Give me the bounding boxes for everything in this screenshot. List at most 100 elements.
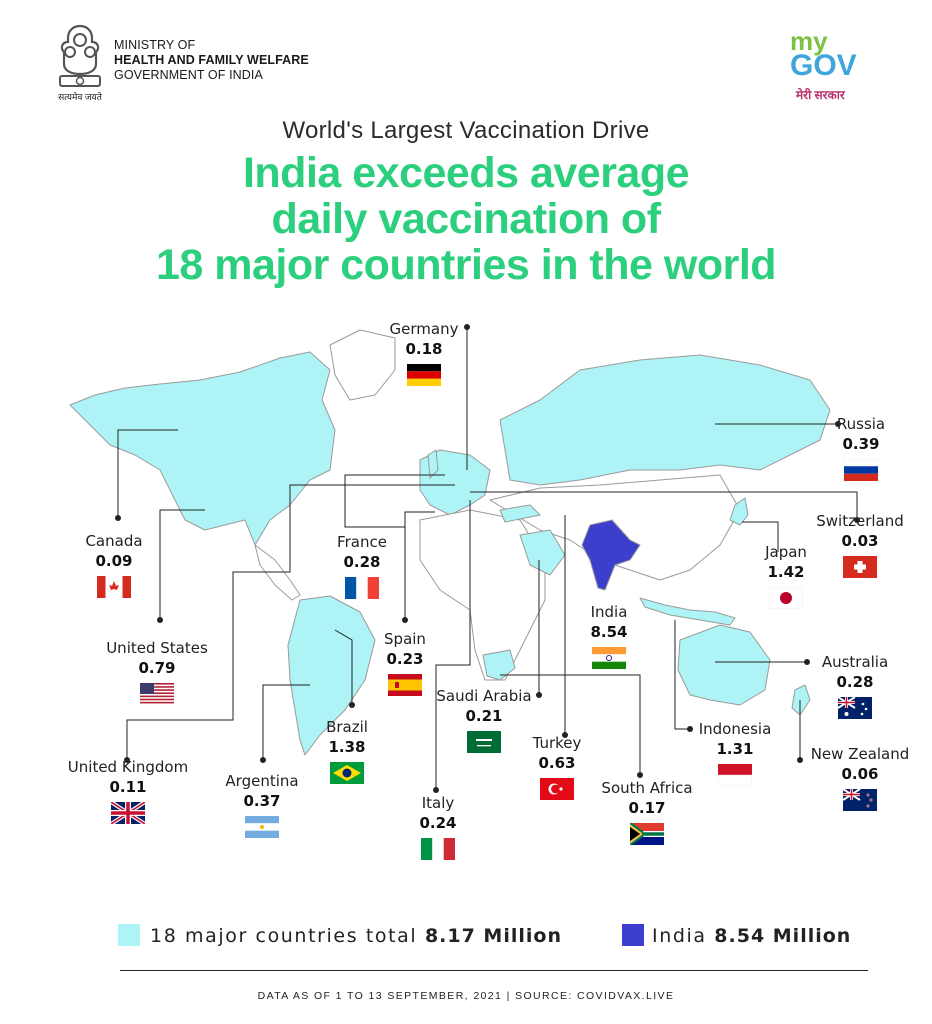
- usa-flag-icon: [87, 683, 227, 705]
- country-label-australia: Australia 0.28: [785, 653, 925, 719]
- headline-line2: daily vaccination of: [271, 195, 661, 243]
- country-value: 0.28: [343, 553, 381, 571]
- country-name: Italy: [421, 794, 455, 812]
- switzerland-flag-icon: [790, 556, 930, 578]
- canada-flag-icon: [44, 576, 184, 598]
- country-label-indonesia: Indonesia 1.31: [665, 720, 805, 786]
- country-value: 1.42: [767, 563, 805, 581]
- ashoka-emblem-icon: [59, 24, 101, 87]
- south-america-shape: [287, 595, 376, 756]
- headline-line1: India exceeds average: [242, 149, 690, 197]
- japan-shape: [729, 497, 749, 526]
- country-label-canada: Canada 0.09: [44, 532, 184, 598]
- country-name: Spain: [384, 630, 426, 648]
- legend-major: 18 major countries total 8.17 Million: [150, 925, 562, 947]
- legend-india-value: 8.54 Million: [714, 925, 852, 947]
- country-value: 0.03: [841, 532, 879, 550]
- country-name: Switzerland: [816, 512, 904, 530]
- legend-india-swatch: [622, 924, 644, 946]
- world-map: [69, 324, 860, 793]
- newzealand-flag-icon: [790, 789, 930, 811]
- ministry-line3: GOVERNMENT OF INDIA: [114, 68, 263, 82]
- southafrica-flag-icon: [577, 823, 717, 845]
- india-flag-icon: [539, 647, 679, 669]
- russia-flag-icon: [791, 459, 931, 481]
- ministry-line1: MINISTRY OF: [114, 38, 196, 52]
- greenland-shape: [329, 329, 396, 401]
- country-value: 0.37: [243, 792, 281, 810]
- country-value: 0.06: [841, 765, 879, 783]
- country-name: Japan: [765, 543, 807, 561]
- indonesia-flag-icon: [665, 764, 805, 786]
- country-label-united-kingdom: United Kingdom 0.11: [58, 758, 198, 824]
- country-value: 1.38: [328, 738, 366, 756]
- leader-lines: [117, 327, 858, 790]
- country-value: 0.39: [842, 435, 880, 453]
- country-label-spain: Spain 0.23: [335, 630, 475, 696]
- country-value: 8.54: [590, 623, 628, 641]
- argentina-flag-icon: [192, 816, 332, 838]
- mygov-logo: my GOV: [790, 28, 890, 110]
- new-zealand-shape: [791, 684, 811, 716]
- mygov-gov: GOV: [790, 49, 857, 82]
- country-label-united-states: United States 0.79: [87, 639, 227, 705]
- country-value: 0.21: [465, 707, 503, 725]
- country-name: South Africa: [601, 779, 693, 797]
- country-label-italy: Italy 0.24: [368, 794, 508, 860]
- country-name: Brazil: [326, 718, 368, 736]
- legend-major-label: 18 major countries total: [150, 925, 418, 947]
- headline: India exceeds average daily vaccination …: [0, 150, 932, 288]
- country-name: Australia: [821, 653, 889, 671]
- country-label-argentina: Argentina 0.37: [192, 772, 332, 838]
- country-value: 0.23: [386, 650, 424, 668]
- ministry-name: MINISTRY OF HEALTH AND FAMILY WELFARE GO…: [114, 38, 309, 83]
- japan-flag-icon: [716, 587, 856, 609]
- mygov-tagline: मेरी सरकार: [796, 88, 845, 102]
- footer-divider: [120, 970, 868, 971]
- country-value: 0.17: [628, 799, 666, 817]
- legend-major-value: 8.17 Million: [424, 925, 562, 947]
- country-label-south-africa: South Africa 0.17: [577, 779, 717, 845]
- france-flag-icon: [292, 577, 432, 599]
- leader-dots: [115, 324, 860, 793]
- country-value: 0.79: [138, 659, 176, 677]
- country-name: Indonesia: [698, 720, 772, 738]
- country-name: United States: [106, 639, 208, 657]
- uk-flag-icon: [58, 802, 198, 824]
- country-label-russia: Russia 0.39: [791, 415, 931, 481]
- italy-flag-icon: [368, 838, 508, 860]
- uk-shape: [427, 449, 439, 479]
- country-name: New Zealand: [810, 745, 910, 763]
- country-value: 0.09: [95, 552, 133, 570]
- indonesia-shape: [639, 597, 736, 626]
- country-name: Russia: [836, 415, 886, 433]
- country-label-turkey: Turkey 0.63: [487, 734, 627, 800]
- country-label-brazil: Brazil 1.38: [277, 718, 417, 784]
- turkey-flag-icon: [487, 778, 627, 800]
- india-shape: [581, 519, 641, 591]
- country-value: 0.11: [109, 778, 147, 796]
- legend-india: India 8.54 Million: [652, 925, 851, 947]
- country-name: Saudi Arabia: [436, 687, 532, 705]
- ministry-line2: HEALTH AND FAMILY WELFARE: [114, 53, 309, 67]
- country-label-germany: Germany 0.18: [354, 320, 494, 386]
- country-name: Germany: [389, 320, 459, 338]
- north-america-shape: [69, 351, 336, 546]
- country-name: United Kingdom: [67, 758, 189, 776]
- australia-shape: [677, 624, 771, 706]
- headline-line3: 18 major countries in the world: [155, 241, 777, 289]
- country-value: 0.63: [538, 754, 576, 772]
- saudi-arabia-shape: [519, 529, 566, 576]
- spain-flag-icon: [335, 674, 475, 696]
- turkey-shape: [499, 504, 541, 523]
- country-value: 0.24: [419, 814, 457, 832]
- country-label-switzerland: Switzerland 0.03: [790, 512, 930, 578]
- footer-source: DATA AS OF 1 TO 13 SEPTEMBER, 2021 | SOU…: [257, 990, 675, 1002]
- emblem-motto: सत्यमेव जयते: [58, 92, 102, 102]
- country-value: 0.28: [836, 673, 874, 691]
- country-name: Argentina: [225, 772, 299, 790]
- country-name: France: [337, 533, 387, 551]
- country-label-japan: Japan 1.42: [716, 543, 856, 609]
- africa-shape: [419, 509, 546, 681]
- country-name: Canada: [85, 532, 143, 550]
